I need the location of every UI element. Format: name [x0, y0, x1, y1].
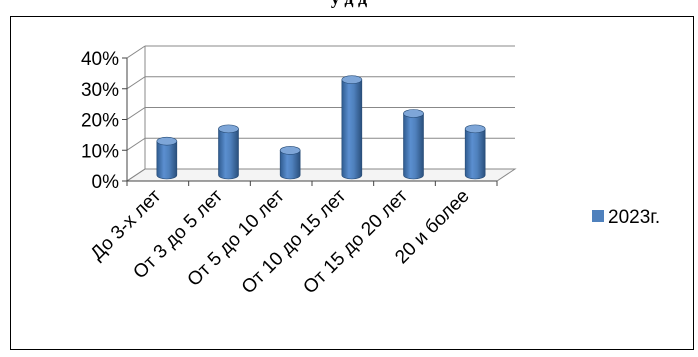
bar: [156, 136, 178, 180]
chart-floor: [125, 168, 517, 182]
page-heading-fragment: у д д: [0, 0, 698, 8]
bar: [279, 146, 301, 180]
axis-layer: [122, 57, 498, 186]
bar-body: [279, 150, 301, 180]
bars-layer: [156, 75, 486, 180]
gridline-diagonal: [126, 107, 146, 120]
y-tick-label: 20%: [81, 111, 119, 132]
bar-body: [156, 140, 178, 180]
gridline-diagonal: [126, 137, 146, 151]
y-tick-label: 30%: [81, 80, 119, 101]
bar-body: [341, 79, 363, 180]
chart-frame: [10, 16, 694, 350]
y-tick-label: 10%: [81, 141, 119, 162]
bar-body: [464, 128, 486, 180]
x-category-label: От 10 до 15 лет: [238, 185, 351, 298]
bar: [464, 124, 486, 180]
bar-top: [403, 109, 424, 118]
bar-top: [156, 136, 178, 146]
bar-top: [218, 124, 239, 134]
bar: [218, 124, 239, 180]
gridline-diagonal: [126, 76, 146, 90]
bar: [403, 109, 424, 180]
gridline-diagonal: [126, 45, 146, 59]
legend-label: 2023г.: [608, 207, 660, 228]
legend-swatch: [592, 210, 604, 222]
y-tick-label: 0%: [92, 172, 120, 193]
x-category-label: От 15 до 20 лет: [299, 185, 412, 298]
bar-body: [218, 128, 239, 180]
grid-layer: [125, 45, 517, 182]
bar-top: [279, 146, 301, 155]
bar-top: [341, 75, 363, 84]
legend: 2023г.: [592, 207, 660, 228]
y-tick-label: 40%: [81, 49, 119, 70]
bar-body: [403, 113, 424, 180]
bar: [341, 75, 363, 180]
bar-top: [464, 124, 486, 134]
gridline-diagonal: [126, 168, 146, 182]
